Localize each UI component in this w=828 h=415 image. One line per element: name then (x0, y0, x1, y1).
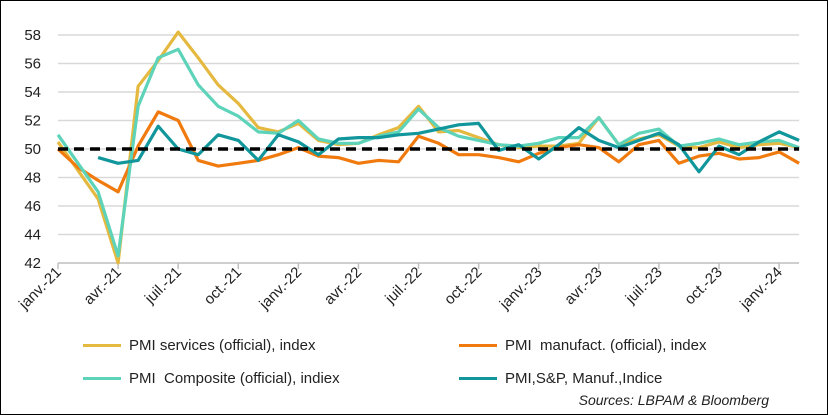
series-line-1 (56, 110, 800, 194)
y-tick-label: 56 (24, 56, 41, 73)
legend-swatch (459, 377, 497, 380)
legend-label: PMI,S&P, Manuf.,Indice (505, 370, 663, 387)
y-tick-label: 50 (24, 141, 41, 158)
x-tick-label: avr.-22 (321, 264, 365, 308)
series-line-2 (56, 47, 800, 258)
y-tick-label: 54 (24, 84, 41, 101)
x-tick-label: juil.-23 (622, 264, 666, 308)
y-tick-label: 42 (24, 255, 41, 272)
x-tick-label: oct.-21 (201, 264, 245, 308)
legend-label: PMI services (official), index (129, 337, 316, 354)
x-tick-label: avr.-23 (561, 264, 605, 308)
x-tick-label: janv.-22 (256, 264, 306, 314)
y-tick-label: 48 (24, 170, 41, 187)
legend-swatch (83, 377, 121, 380)
y-tick-label: 44 (24, 227, 41, 244)
y-tick-label: 58 (24, 27, 41, 44)
legend-swatch (83, 344, 121, 347)
legend-item-sp-manuf: PMI,S&P, Manuf.,Indice (459, 370, 662, 387)
x-tick-label: oct.-23 (681, 264, 725, 308)
legend-item-manufact: PMI manufact. (official), index (459, 337, 706, 354)
legend-label: PMI Composite (official), indiex (129, 370, 340, 387)
legend-item-services: PMI services (official), index (83, 337, 315, 354)
y-tick-label: 52 (24, 113, 41, 130)
x-tick-label: avr.-21 (80, 264, 124, 308)
y-tick-label: 46 (24, 198, 41, 215)
x-tick-label: janv.-24 (736, 264, 786, 314)
x-tick-label: oct.-22 (441, 264, 485, 308)
sources-note: Sources: LBPAM & Bloomberg (578, 392, 769, 408)
x-tick-label: janv.-23 (496, 264, 546, 314)
legend-item-composite: PMI Composite (official), indiex (83, 370, 340, 387)
legend-label: PMI manufact. (official), index (505, 337, 707, 354)
legend-swatch (459, 344, 497, 347)
x-tick-label: juil.-22 (381, 264, 425, 308)
x-tick-label: juil.-21 (141, 264, 185, 308)
